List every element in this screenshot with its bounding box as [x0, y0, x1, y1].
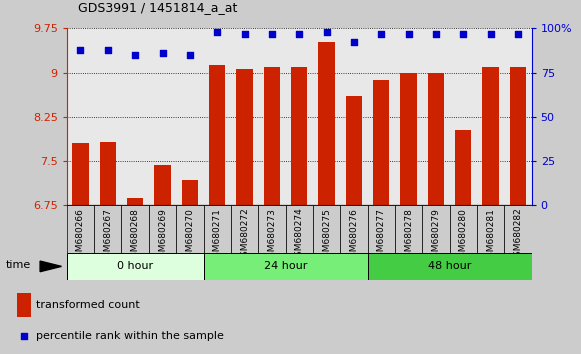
Text: GSM680271: GSM680271 — [213, 208, 222, 263]
Bar — [368, 253, 532, 280]
Bar — [94, 205, 121, 253]
Bar — [482, 67, 499, 205]
Text: GSM680267: GSM680267 — [103, 208, 112, 263]
Text: transformed count: transformed count — [37, 300, 140, 310]
Text: GSM680281: GSM680281 — [486, 208, 495, 263]
Point — [404, 31, 413, 36]
Bar — [291, 67, 307, 205]
Bar — [422, 205, 450, 253]
Point — [431, 31, 440, 36]
Point — [349, 40, 358, 45]
Bar — [236, 69, 253, 205]
Bar — [203, 253, 368, 280]
Bar — [182, 180, 198, 205]
Point — [295, 31, 304, 36]
Text: GSM680270: GSM680270 — [185, 208, 195, 263]
Bar — [176, 205, 203, 253]
Point — [131, 52, 140, 58]
Bar — [264, 67, 280, 205]
Bar — [450, 205, 477, 253]
Text: GSM680266: GSM680266 — [76, 208, 85, 263]
Point — [267, 31, 277, 36]
Bar — [67, 253, 203, 280]
Bar — [17, 293, 31, 317]
Text: 0 hour: 0 hour — [117, 261, 153, 272]
Bar — [121, 205, 149, 253]
Bar — [504, 205, 532, 253]
Bar — [67, 205, 94, 253]
Bar — [127, 198, 144, 205]
Bar — [428, 73, 444, 205]
Bar — [285, 205, 313, 253]
Point — [158, 50, 167, 56]
Point — [376, 31, 386, 36]
Point — [486, 31, 495, 36]
Polygon shape — [40, 261, 62, 272]
Point — [103, 47, 113, 52]
Text: GSM680282: GSM680282 — [514, 208, 522, 262]
Bar — [340, 205, 368, 253]
Text: GDS3991 / 1451814_a_at: GDS3991 / 1451814_a_at — [78, 1, 238, 14]
Point — [240, 31, 249, 36]
Text: GSM680278: GSM680278 — [404, 208, 413, 263]
Text: GSM680277: GSM680277 — [376, 208, 386, 263]
Bar — [346, 96, 362, 205]
Bar — [368, 205, 395, 253]
Point — [213, 29, 222, 35]
Point — [399, 188, 408, 194]
Bar — [99, 142, 116, 205]
Bar — [373, 80, 389, 205]
Bar — [313, 205, 340, 253]
Point — [458, 31, 468, 36]
Point — [185, 52, 195, 58]
Bar — [400, 73, 417, 205]
Text: percentile rank within the sample: percentile rank within the sample — [37, 331, 224, 342]
Bar — [258, 205, 285, 253]
Text: GSM680280: GSM680280 — [459, 208, 468, 263]
Text: GSM680268: GSM680268 — [131, 208, 139, 263]
Bar — [477, 205, 504, 253]
Bar — [203, 205, 231, 253]
Text: GSM680279: GSM680279 — [432, 208, 440, 263]
Text: GSM680275: GSM680275 — [322, 208, 331, 263]
Bar — [510, 67, 526, 205]
Text: time: time — [5, 260, 31, 270]
Text: GSM680273: GSM680273 — [267, 208, 277, 263]
Bar — [455, 130, 471, 205]
Bar — [209, 65, 225, 205]
Text: GSM680272: GSM680272 — [240, 208, 249, 262]
Bar — [149, 205, 176, 253]
Point — [513, 31, 522, 36]
Bar — [395, 205, 422, 253]
Text: 48 hour: 48 hour — [428, 261, 471, 272]
Point — [322, 29, 331, 35]
Text: GSM680276: GSM680276 — [349, 208, 358, 263]
Point — [76, 47, 85, 52]
Bar — [231, 205, 258, 253]
Bar — [318, 42, 335, 205]
Bar — [155, 165, 171, 205]
Text: 24 hour: 24 hour — [264, 261, 307, 272]
Text: GSM680274: GSM680274 — [295, 208, 304, 262]
Text: GSM680269: GSM680269 — [158, 208, 167, 263]
Bar — [72, 143, 89, 205]
